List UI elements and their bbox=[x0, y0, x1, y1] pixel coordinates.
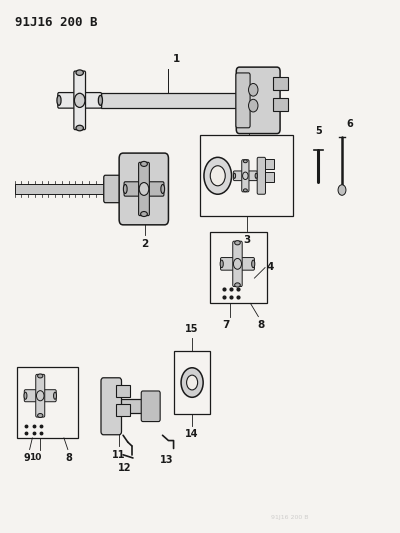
Bar bbox=[116, 385, 130, 397]
FancyBboxPatch shape bbox=[233, 241, 242, 287]
Circle shape bbox=[234, 259, 242, 269]
Ellipse shape bbox=[123, 184, 127, 193]
Text: 5: 5 bbox=[315, 126, 322, 136]
Bar bbox=[210, 232, 267, 303]
Bar bbox=[101, 93, 240, 108]
Ellipse shape bbox=[38, 414, 43, 417]
Ellipse shape bbox=[141, 212, 147, 216]
Circle shape bbox=[338, 185, 346, 195]
Text: 6: 6 bbox=[347, 119, 354, 130]
Ellipse shape bbox=[161, 184, 164, 193]
Circle shape bbox=[204, 157, 232, 194]
Circle shape bbox=[210, 166, 225, 186]
FancyBboxPatch shape bbox=[220, 257, 254, 270]
Text: 11: 11 bbox=[112, 449, 126, 459]
FancyBboxPatch shape bbox=[124, 182, 164, 196]
Text: 3: 3 bbox=[243, 235, 250, 245]
Text: 91J16 200 B: 91J16 200 B bbox=[15, 16, 97, 29]
Bar bbox=[273, 98, 288, 111]
Text: 4: 4 bbox=[250, 101, 258, 111]
FancyBboxPatch shape bbox=[236, 67, 280, 134]
Ellipse shape bbox=[24, 392, 27, 399]
Bar bbox=[261, 172, 274, 182]
Bar bbox=[273, 77, 288, 90]
Ellipse shape bbox=[98, 95, 102, 106]
Text: 4: 4 bbox=[266, 262, 274, 271]
Text: 8: 8 bbox=[66, 453, 72, 463]
Ellipse shape bbox=[234, 173, 236, 179]
FancyBboxPatch shape bbox=[58, 93, 102, 108]
Circle shape bbox=[186, 375, 198, 390]
FancyBboxPatch shape bbox=[233, 171, 257, 181]
Text: 1: 1 bbox=[172, 54, 180, 64]
FancyBboxPatch shape bbox=[101, 378, 122, 435]
Ellipse shape bbox=[235, 283, 240, 287]
FancyBboxPatch shape bbox=[104, 175, 123, 203]
FancyBboxPatch shape bbox=[139, 163, 149, 216]
FancyBboxPatch shape bbox=[141, 391, 160, 422]
FancyBboxPatch shape bbox=[236, 73, 250, 128]
Ellipse shape bbox=[244, 160, 247, 163]
Bar bbox=[261, 159, 274, 169]
FancyBboxPatch shape bbox=[257, 157, 266, 194]
Circle shape bbox=[248, 84, 258, 96]
Ellipse shape bbox=[255, 173, 257, 179]
Text: 14: 14 bbox=[185, 429, 199, 439]
Ellipse shape bbox=[76, 125, 84, 131]
Text: 15: 15 bbox=[185, 324, 199, 334]
Text: 10: 10 bbox=[29, 453, 41, 462]
Ellipse shape bbox=[235, 241, 240, 245]
Circle shape bbox=[181, 368, 203, 397]
Bar bbox=[16, 367, 78, 438]
Ellipse shape bbox=[54, 392, 56, 399]
Ellipse shape bbox=[220, 260, 223, 268]
Circle shape bbox=[74, 93, 85, 108]
Ellipse shape bbox=[244, 189, 247, 192]
Ellipse shape bbox=[38, 374, 43, 378]
Text: 2: 2 bbox=[141, 239, 148, 249]
Bar bbox=[200, 135, 293, 216]
Bar bbox=[109, 399, 153, 413]
Text: 12: 12 bbox=[118, 463, 132, 473]
Circle shape bbox=[248, 99, 258, 112]
Ellipse shape bbox=[252, 260, 255, 268]
Ellipse shape bbox=[141, 161, 147, 166]
FancyBboxPatch shape bbox=[74, 71, 86, 130]
Text: 91J16 200 B: 91J16 200 B bbox=[271, 515, 308, 520]
Bar bbox=[15, 184, 109, 194]
Circle shape bbox=[36, 391, 44, 401]
Text: 7: 7 bbox=[222, 320, 229, 330]
Ellipse shape bbox=[57, 95, 61, 106]
FancyBboxPatch shape bbox=[24, 390, 56, 402]
Circle shape bbox=[242, 172, 248, 180]
FancyBboxPatch shape bbox=[119, 153, 168, 225]
Bar bbox=[116, 404, 130, 416]
Text: 9: 9 bbox=[24, 453, 31, 463]
FancyBboxPatch shape bbox=[36, 374, 45, 417]
Text: 13: 13 bbox=[160, 455, 173, 465]
Ellipse shape bbox=[76, 70, 84, 76]
Bar bbox=[174, 351, 210, 414]
Text: 8: 8 bbox=[258, 320, 265, 330]
Circle shape bbox=[139, 182, 149, 196]
FancyBboxPatch shape bbox=[242, 160, 249, 192]
